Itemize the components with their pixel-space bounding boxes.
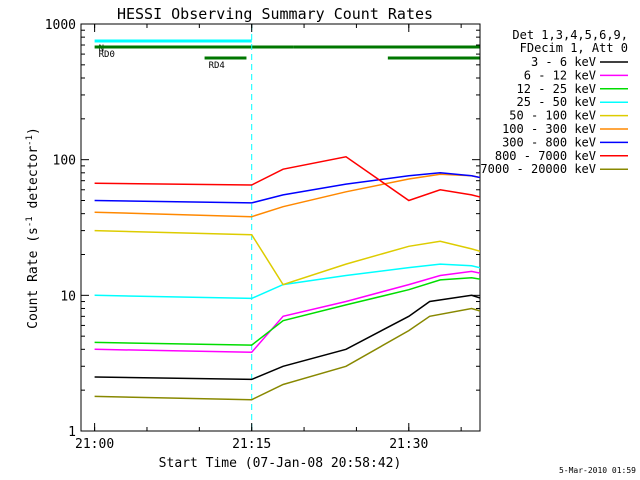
y-axis: 1 10 100 1000 (45, 18, 480, 440)
legend-label: 800 - 7000 keV (495, 149, 596, 163)
legend-header-2: FDecim 1, Att 0 (520, 41, 628, 55)
flag-label-n: N (99, 44, 104, 54)
x-axis-label: Start Time (07-Jan-08 20:58:42) (159, 456, 402, 471)
x-tick-label: 21:30 (389, 437, 428, 452)
series-line (94, 229, 480, 286)
legend-label: 7000 - 20000 keV (480, 162, 596, 176)
legend-label: 100 - 300 keV (502, 122, 596, 136)
series-group (94, 156, 480, 401)
y-tick-label: 10 (60, 289, 76, 304)
y-tick-label: 1000 (45, 18, 76, 33)
plot-frame (80, 23, 481, 432)
footer-timestamp: 5-Mar-2010 01:59 (559, 466, 636, 475)
flag-label-rd0: RD0 (99, 50, 115, 60)
y-axis-label: Count Rate (s-1 detector-1) (25, 127, 41, 329)
series-line (94, 263, 480, 300)
legend-label: 3 - 6 keV (531, 55, 596, 69)
y-label-sup2: -1 (25, 135, 35, 146)
legend-header-1: Det 1,3,4,5,6,9, (512, 28, 628, 42)
legend-label: 12 - 25 keV (517, 82, 596, 96)
y-label-main: Count Rate (s (26, 227, 41, 329)
y-tick-label: 1 (68, 425, 76, 440)
legend-label: 300 - 800 keV (502, 135, 596, 149)
series-line (94, 156, 480, 202)
series-line (94, 172, 480, 204)
series-line (94, 276, 480, 346)
y-label-mid: detector (26, 146, 41, 217)
series-line (94, 173, 480, 218)
flag-label-rd4: RD4 (209, 61, 225, 71)
series-line (94, 307, 480, 401)
series-line (94, 270, 480, 354)
legend-label: 50 - 100 keV (509, 109, 596, 123)
y-label-sup1: -1 (25, 216, 35, 227)
x-tick-label: 21:00 (75, 437, 114, 452)
chart-title: HESSI Observing Summary Count Rates (117, 5, 433, 23)
y-label-end: ) (26, 127, 41, 135)
x-axis: 21:00 21:15 21:30 (75, 24, 462, 452)
legend-label: 6 - 12 keV (524, 68, 596, 82)
y-tick-label: 100 (53, 154, 76, 169)
series-line (94, 294, 480, 381)
x-tick-label: 21:15 (232, 437, 271, 452)
legend-label: 25 - 50 keV (517, 95, 596, 109)
legend: Det 1,3,4,5,6,9, FDecim 1, Att 0 3 - 6 k… (480, 28, 628, 176)
